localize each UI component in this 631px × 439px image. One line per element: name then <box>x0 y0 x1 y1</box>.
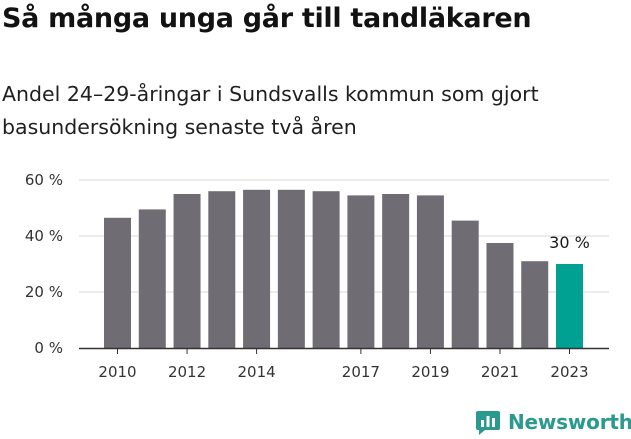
bar-2016 <box>312 191 340 348</box>
bar-2012 <box>173 194 201 348</box>
bar-layer <box>104 189 584 348</box>
chart-title: Så många unga går till tandläkaren <box>2 3 532 34</box>
bar-2018 <box>382 194 410 348</box>
bar-2019 <box>416 195 444 348</box>
bar-2014 <box>243 189 271 348</box>
bar-chart: 0 % 20 % 40 % 60 % 2010 2012 2014 2017 2019 2021 2… <box>25 171 609 381</box>
y-tick-label: 40 % <box>25 227 63 245</box>
x-tick-label: 2017 <box>342 363 380 381</box>
bar-2013 <box>208 191 236 348</box>
data-label: 30 % <box>549 233 590 252</box>
bar-2022 <box>521 261 549 348</box>
bar-2017 <box>347 195 375 348</box>
brand-logo: Newsworthy <box>475 405 631 439</box>
bar-2020 <box>451 220 479 348</box>
chart-subtitle: Andel 24–29-åringar i Sundsvalls kommun … <box>2 82 539 139</box>
newsworthy-logo-icon <box>476 410 500 435</box>
x-tick-label: 2010 <box>98 363 136 381</box>
y-tick-label: 20 % <box>25 283 63 301</box>
x-tick-label: 2021 <box>481 363 519 381</box>
bar-2010 <box>104 217 131 348</box>
bar-2011 <box>138 209 166 348</box>
x-tick-label: 2023 <box>550 363 588 381</box>
y-tick-label: 60 % <box>25 171 63 189</box>
grid-layer <box>79 179 609 293</box>
bar-2023 <box>556 264 584 348</box>
bar-2015 <box>277 189 305 348</box>
y-tick-label: 0 % <box>34 339 63 357</box>
bar-2021 <box>486 243 514 348</box>
label-layer: 0 % 20 % 40 % 60 % 2010 2012 2014 2017 2019 2021 2… <box>25 171 590 381</box>
x-tick-label: 2014 <box>237 363 275 381</box>
axis-layer <box>79 347 609 354</box>
x-tick-label: 2012 <box>168 363 206 381</box>
x-tick-label: 2019 <box>411 363 449 381</box>
brand-name: Newsworthy <box>508 410 631 434</box>
